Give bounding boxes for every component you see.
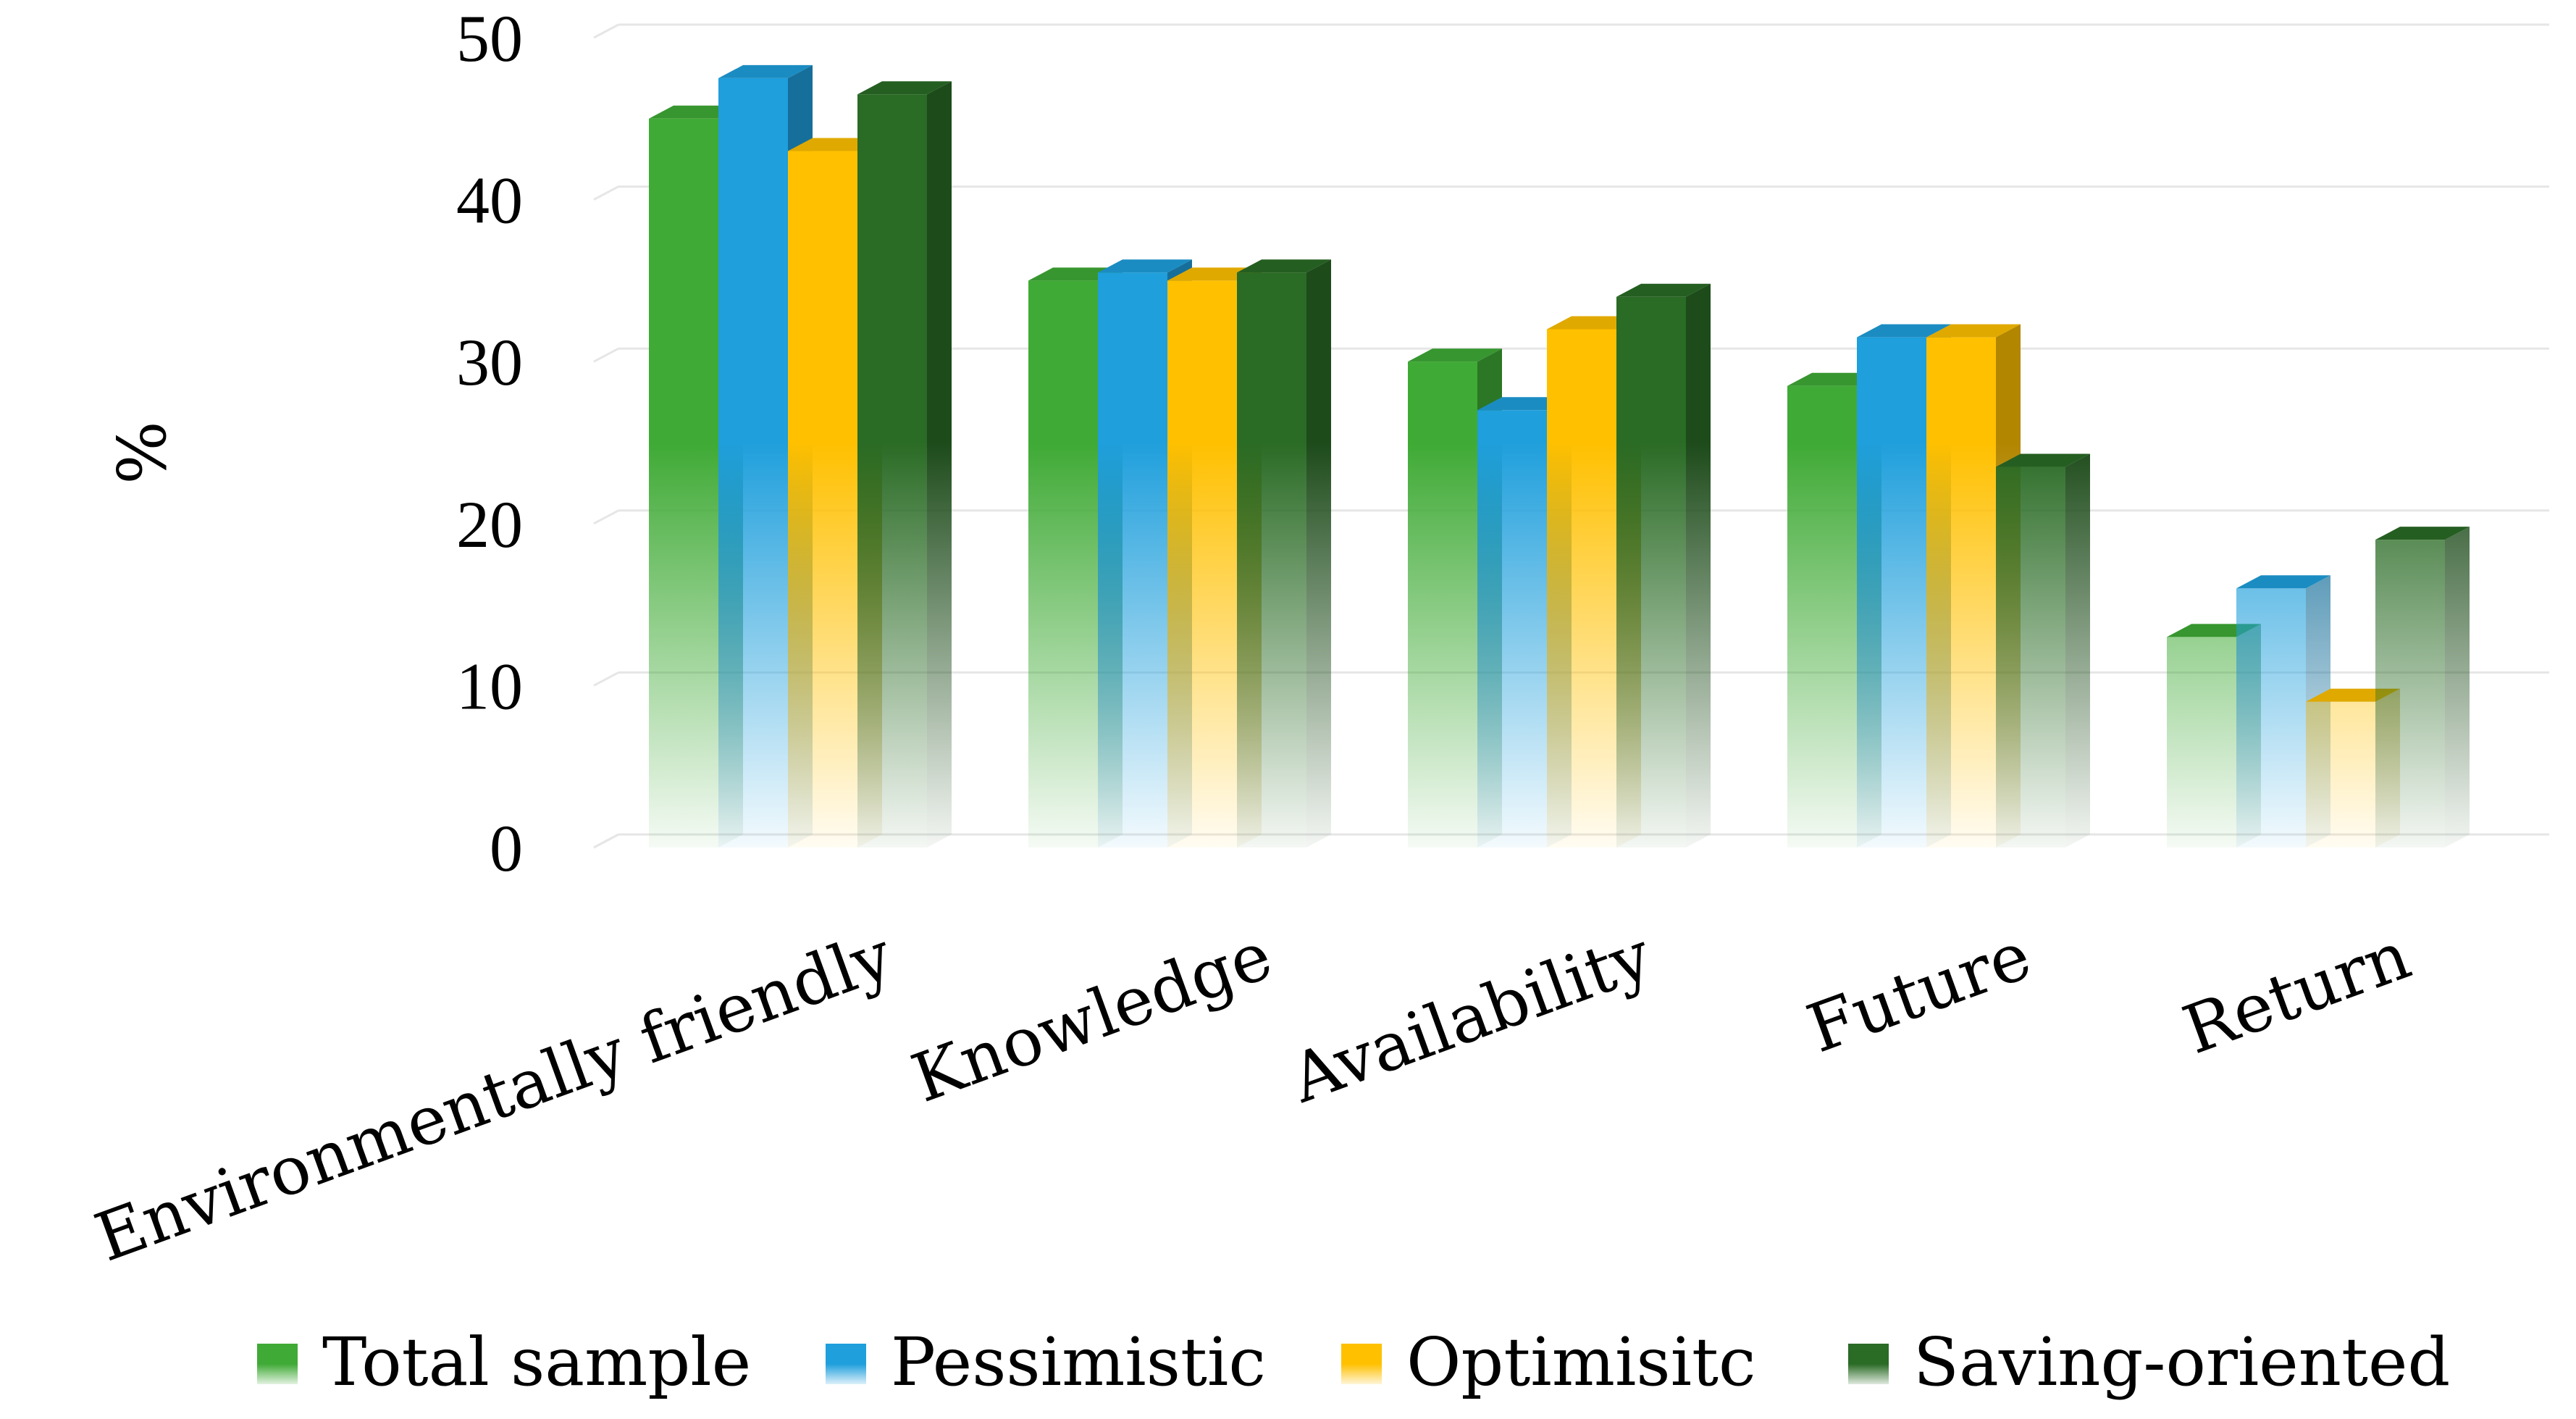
bar-front — [2375, 540, 2445, 847]
x-category-label: Environmentally friendly — [85, 916, 902, 1277]
bar-top — [1237, 259, 1331, 273]
floor-edge — [593, 833, 619, 849]
bar-2-4 — [1237, 259, 1331, 848]
bar-top — [2375, 527, 2470, 540]
bar-front — [788, 151, 857, 847]
legend-label: Pessimistic — [891, 1323, 1266, 1401]
gridline-depth-10 — [593, 671, 619, 687]
y-axis-title: % — [104, 421, 181, 484]
bar-front — [857, 94, 927, 847]
bar-top — [1857, 324, 1951, 338]
legend-label: Saving-oriented — [1913, 1323, 2450, 1401]
gridline-depth-20 — [593, 509, 619, 525]
y-tick-label: 30 — [456, 325, 523, 399]
bar-front — [1098, 272, 1167, 848]
bar-top — [857, 81, 952, 95]
legend: Total sample Pessimistic Optimisitc Saving-… — [257, 1323, 2450, 1401]
bar-front — [2167, 637, 2236, 847]
legend-swatch — [1848, 1344, 1889, 1384]
bar-top — [718, 64, 813, 78]
x-category-label: Return — [2173, 916, 2420, 1069]
y-tick-label: 40 — [456, 164, 523, 238]
bar-top — [2236, 575, 2330, 589]
y-tick-label: 50 — [456, 1, 523, 75]
x-category-label: Availability — [1280, 916, 1661, 1118]
bar-front — [1167, 280, 1237, 847]
legend-swatch — [826, 1344, 866, 1384]
legend-item-1: Total sample — [257, 1323, 751, 1401]
gridline-depth-30 — [593, 347, 619, 363]
legend-label: Optimisitc — [1406, 1323, 1756, 1401]
y-tick-label: 0 — [490, 811, 523, 885]
bar-front — [2306, 701, 2375, 847]
x-category-label: Knowledge — [902, 916, 1282, 1118]
bar-front — [1237, 272, 1306, 848]
bar-front — [1787, 385, 1857, 847]
bar-side — [2445, 527, 2470, 847]
bar-front — [2236, 588, 2306, 847]
y-tick-label: 20 — [456, 487, 523, 561]
bar-top — [1098, 259, 1192, 273]
bar-front — [1926, 337, 1996, 847]
bars — [649, 64, 2470, 848]
bar-4-4 — [1996, 453, 2090, 847]
legend-label: Total sample — [322, 1323, 751, 1401]
gridline-depth-50 — [593, 23, 619, 39]
bar-side — [1306, 259, 1331, 848]
bar-front — [1616, 296, 1686, 847]
legend-item-2: Pessimistic — [826, 1323, 1266, 1401]
bar-top — [1926, 324, 2021, 338]
bar-1-4 — [857, 81, 952, 847]
bar-front — [718, 78, 788, 847]
bar-front — [1477, 410, 1547, 847]
legend-swatch — [1341, 1344, 1382, 1384]
gridline-depth-40 — [593, 185, 619, 201]
legend-item-4: Saving-oriented — [1848, 1323, 2450, 1401]
x-category-label: Future — [1797, 916, 2040, 1068]
bar-front — [1028, 280, 1098, 847]
bar-front — [1996, 466, 2065, 847]
bar-front — [1408, 361, 1477, 847]
legend-swatch — [257, 1344, 298, 1384]
bar-3-4 — [1616, 283, 1711, 847]
x-axis-categories: Environmentally friendly Knowledge Availab… — [85, 916, 2420, 1277]
bar-5-4 — [2375, 527, 2470, 847]
bar-side — [927, 81, 952, 847]
bar-top — [1996, 453, 2090, 467]
bar-top — [1616, 283, 1711, 297]
bar-front — [649, 118, 718, 848]
bar-front — [1547, 329, 1616, 848]
legend-item-3: Optimisitc — [1341, 1323, 1756, 1401]
bar-side — [2065, 453, 2090, 847]
y-tick-label: 10 — [456, 649, 523, 723]
bar-top — [1408, 348, 1502, 362]
y-axis-ticks: 0 10 20 30 40 50 — [456, 1, 523, 885]
bar-front — [1857, 337, 1926, 847]
bar-side — [1686, 283, 1711, 847]
